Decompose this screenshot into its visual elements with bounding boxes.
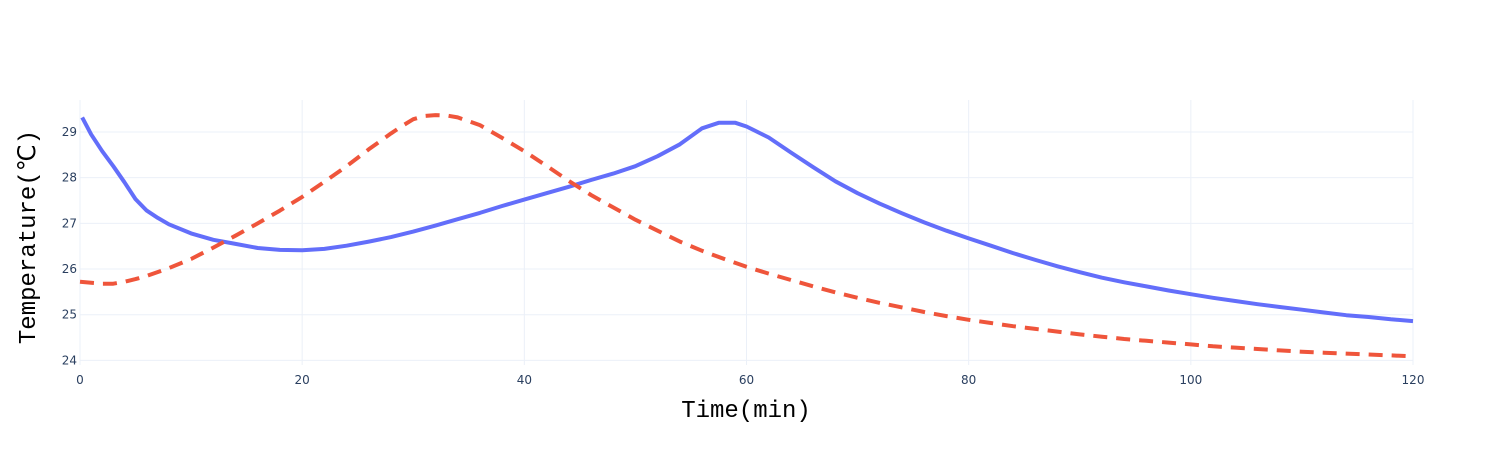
y-axis-title: Temperature(℃) (16, 130, 43, 344)
x-tick-label: 80 (961, 373, 976, 387)
y-tick-label: 24 (62, 353, 77, 367)
x-tick-label: 120 (1402, 373, 1425, 387)
x-tick-label: 60 (739, 373, 754, 387)
series-line-2 (79, 113, 1414, 359)
x-axis-title: Time(min) (681, 398, 811, 425)
series-group (79, 113, 1414, 359)
x-tick-label: 20 (295, 373, 310, 387)
y-tick-label: 26 (62, 262, 77, 276)
x-tick-label: 0 (76, 373, 84, 387)
x-tick-label: 100 (1179, 373, 1202, 387)
x-tick-label: 40 (517, 373, 532, 387)
tick-labels: 0 20 40 60 80 100 120 24 25 26 27 28 29 (62, 125, 1425, 387)
y-tick-label: 29 (62, 125, 77, 139)
grid (79, 100, 1414, 365)
y-tick-label: 27 (62, 216, 77, 230)
series-line-1 (80, 116, 1414, 324)
y-tick-label: 25 (62, 308, 77, 322)
y-tick-label: 28 (62, 171, 77, 185)
